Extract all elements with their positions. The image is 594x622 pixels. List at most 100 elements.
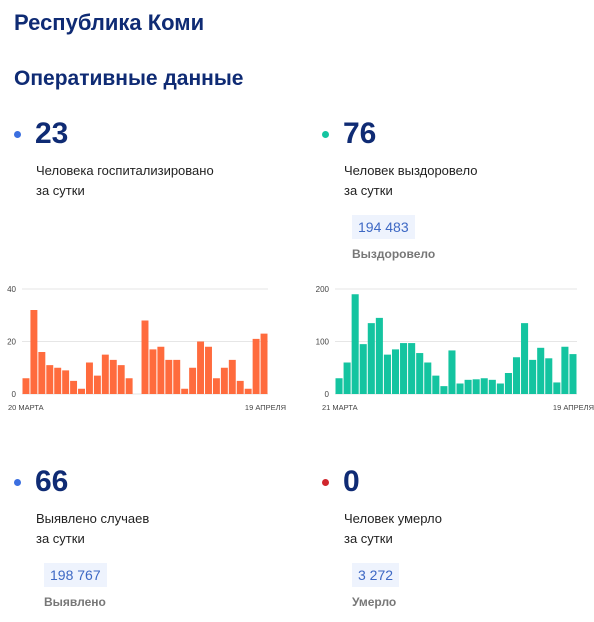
region-title: Республика Коми: [14, 10, 205, 35]
hospitalized-line2: за сутки: [36, 183, 85, 198]
bar: [220, 367, 228, 394]
died-value: 0: [343, 465, 360, 498]
bar: [448, 350, 456, 394]
recovered-description: Человек выздоровело за сутки: [344, 161, 574, 201]
hospitalized-value: 23: [35, 117, 69, 150]
bar: [432, 375, 440, 395]
recovered-line2: за сутки: [344, 183, 393, 198]
bar: [391, 349, 400, 395]
bar: [408, 343, 416, 394]
bar: [78, 388, 85, 394]
bar: [22, 378, 30, 394]
bar: [173, 359, 181, 395]
bar: [504, 373, 512, 394]
detected-dot: [14, 479, 21, 486]
hospitalized-stat: 23 Человека госпитализировано за сутки: [14, 117, 274, 198]
y-tick-label: 100: [316, 338, 330, 347]
bar: [117, 365, 125, 395]
y-tick-label: 40: [7, 285, 16, 294]
x-start-label: 21 МАРТА: [322, 403, 358, 412]
bar: [496, 383, 504, 394]
recovered-chart: 0 100 200 21 МАРТА 19 АПРЕЛЯ: [316, 285, 594, 412]
x-start-label: 20 МАРТА: [8, 403, 44, 412]
detected-line1: Выявлено случаев: [36, 511, 150, 526]
y-tick-label: 200: [316, 285, 330, 294]
bar: [456, 383, 464, 394]
bar: [228, 359, 236, 395]
died-stat: 0 Человек умерло за сутки 3 272 Умерло: [322, 465, 582, 615]
x-end-label: 19 АПРЕЛЯ: [245, 403, 286, 412]
bar: [252, 338, 260, 395]
bar: [424, 362, 432, 394]
recovered-value: 76: [343, 117, 377, 150]
bar: [343, 362, 351, 394]
bar: [205, 346, 212, 394]
bar: [488, 379, 496, 394]
bar: [383, 354, 391, 395]
recovered-stat: 76 Человек выздоровело за сутки 194 483 …: [322, 117, 582, 267]
bar: [440, 386, 448, 395]
bar: [141, 320, 149, 394]
bar: [236, 380, 244, 395]
bar: [400, 343, 408, 394]
y-tick-label: 0: [325, 390, 330, 399]
bar: [529, 359, 537, 395]
died-line1: Человек умерло: [344, 511, 442, 526]
died-description: Человек умерло за сутки: [344, 509, 574, 549]
bar: [165, 359, 173, 395]
hospitalized-description: Человека госпитализировано за сутки: [36, 161, 266, 201]
bar: [375, 317, 383, 395]
bar: [561, 346, 569, 394]
bar: [109, 359, 117, 395]
bar: [244, 388, 252, 394]
bar: [181, 388, 189, 394]
bar: [480, 378, 488, 394]
detected-total-label: Выявлено: [44, 595, 106, 609]
recovered-total-label: Выздоровело: [352, 247, 436, 261]
bar: [189, 367, 197, 394]
bar: [197, 341, 205, 394]
bar: [54, 367, 62, 394]
bar: [569, 354, 577, 394]
detected-total: 198 767: [44, 563, 107, 587]
detected-value: 66: [35, 465, 69, 498]
bar: [70, 380, 78, 395]
bar: [93, 375, 101, 395]
y-tick-label: 0: [12, 390, 17, 399]
died-line2: за сутки: [344, 531, 393, 546]
died-total-label: Умерло: [352, 595, 397, 609]
bar: [537, 347, 545, 394]
bar: [335, 378, 343, 394]
bar: [553, 382, 561, 394]
hospitalized-chart: 0 20 40 20 МАРТА 19 АПРЕЛЯ: [7, 285, 286, 412]
bar: [472, 379, 480, 394]
detected-line2: за сутки: [36, 531, 85, 546]
died-total: 3 272: [352, 563, 400, 587]
bar: [351, 294, 359, 394]
bar: [149, 349, 157, 395]
bar: [512, 357, 521, 394]
bar: [521, 323, 529, 395]
bar: [157, 346, 165, 394]
bar: [545, 358, 553, 394]
hospitalized-line1: Человека госпитализировано: [36, 163, 214, 178]
bar: [125, 378, 133, 394]
bar: [367, 323, 375, 395]
recovered-total: 194 483: [352, 215, 415, 239]
bar: [212, 378, 220, 394]
x-end-label: 19 АПРЕЛЯ: [553, 403, 594, 412]
bar: [85, 362, 93, 394]
detected-stat: 66 Выявлено случаев за сутки 198 767 Выя…: [14, 465, 274, 615]
bar: [62, 370, 70, 395]
died-dot: [322, 479, 329, 486]
bar: [101, 354, 109, 395]
detected-description: Выявлено случаев за сутки: [36, 509, 266, 549]
bar: [359, 344, 367, 395]
bar: [416, 353, 424, 394]
bar: [464, 379, 472, 394]
recovered-dot: [322, 131, 329, 138]
y-tick-label: 20: [7, 338, 16, 347]
section-title: Оперативные данные: [14, 67, 244, 90]
bar: [38, 352, 46, 394]
bar: [260, 333, 268, 394]
